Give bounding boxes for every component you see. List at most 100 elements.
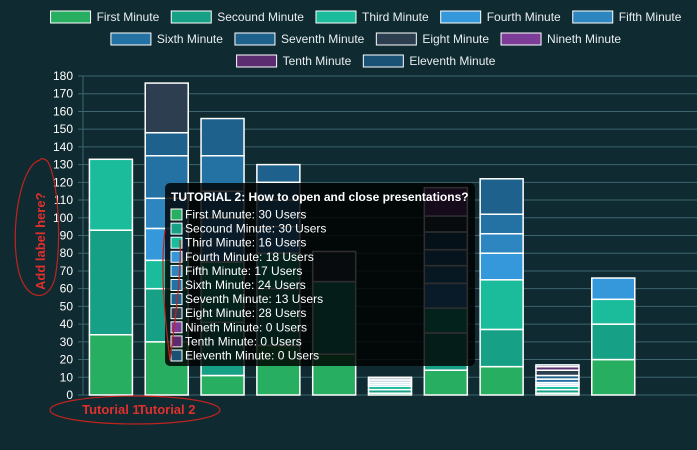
- y-axis-note: Add label here?: [33, 192, 48, 290]
- legend: First Minute Secound Minute Third Minute Fo…: [50, 10, 682, 68]
- legend-label: Secound Minute: [217, 10, 304, 24]
- tooltip-swatch: [170, 250, 183, 263]
- bar-segment[interactable]: [535, 364, 580, 368]
- legend-swatch: [440, 10, 482, 24]
- bar-segment[interactable]: [479, 279, 524, 331]
- legend-item[interactable]: Eleventh Minute: [362, 54, 496, 68]
- legend-swatch: [50, 10, 92, 24]
- tooltip-box: [165, 183, 475, 366]
- tooltip-swatch: [170, 208, 183, 221]
- tooltip-swatch: [170, 321, 183, 334]
- legend-item[interactable]: Fourth Minute: [440, 10, 561, 24]
- tooltip-swatch: [170, 279, 183, 291]
- y-tick-label: 140: [53, 140, 73, 154]
- tooltip-line: Tenth Minute: 0 Users: [185, 334, 302, 348]
- y-tick-label: 0: [66, 388, 73, 402]
- tooltip-swatch: [170, 349, 183, 362]
- y-tick-label: 80: [60, 246, 74, 260]
- y-tick-label: 70: [60, 264, 74, 278]
- y-tick-label: 30: [60, 335, 74, 349]
- bar-segment[interactable]: [479, 232, 524, 254]
- legend-label: Tenth Minute: [283, 54, 352, 68]
- tooltip-line: Eight Minute: 28 Users: [185, 306, 306, 320]
- legend-label: First Minute: [97, 10, 160, 24]
- y-tick-label: 130: [53, 158, 73, 172]
- legend-item[interactable]: Eight Minute: [375, 32, 489, 46]
- bar-segment[interactable]: [479, 213, 524, 235]
- y-tick-label: 170: [53, 87, 73, 101]
- y-tick-label: 60: [60, 282, 74, 296]
- y-tick-label: 90: [60, 229, 74, 243]
- legend-label: Fifth Minute: [619, 10, 682, 24]
- bar-segment[interactable]: [88, 158, 134, 231]
- tooltip-swatch: [170, 264, 183, 277]
- legend-swatch: [315, 10, 357, 24]
- bar-segment[interactable]: [479, 178, 524, 215]
- y-axis: 0 10 20 30 40 50 60 70 80 90 100 110 120 130 140 150 160…: [53, 69, 73, 402]
- legend-label: Fourth Minute: [487, 10, 561, 24]
- tooltip-line: Seventh Minute: 13 Users: [185, 292, 323, 306]
- x-tick-label: Tutorial 2: [138, 402, 196, 417]
- legend-label: Nineth Minute: [547, 32, 621, 46]
- bar-segment[interactable]: [591, 323, 636, 361]
- y-tick-label: 120: [53, 175, 73, 189]
- legend-item[interactable]: Secound Minute: [170, 10, 304, 24]
- label-scribble: [14, 158, 60, 296]
- legend-label: Eight Minute: [422, 32, 489, 46]
- bar-segment[interactable]: [88, 229, 134, 336]
- legend-item[interactable]: First Minute: [50, 10, 160, 24]
- tooltip-swatch: [170, 335, 183, 348]
- tooltip-line: Fourth Minute: 18 Users: [185, 250, 314, 264]
- legend-swatch: [375, 32, 417, 46]
- y-tick-label: 110: [54, 193, 73, 207]
- bar-segment[interactable]: [367, 376, 413, 380]
- bar-segment[interactable]: [591, 277, 636, 301]
- category-label-circle: [49, 395, 221, 425]
- legend-item[interactable]: Third Minute: [315, 10, 429, 24]
- bar-segment[interactable]: [144, 82, 189, 134]
- tooltip: TUTORIAL 2: How to open and close presen…: [165, 183, 475, 366]
- legend-label: Eleventh Minute: [409, 54, 495, 68]
- legend-swatch: [236, 54, 278, 68]
- bar-segment[interactable]: [200, 117, 245, 157]
- legend-item[interactable]: Seventh Minute: [234, 32, 365, 46]
- legend-swatch: [572, 10, 614, 24]
- tooltip-line: Fifth Minute: 17 Users: [185, 264, 302, 278]
- bar-segment[interactable]: [256, 163, 301, 184]
- bar-segment[interactable]: [88, 333, 134, 396]
- tooltip-line: Nineth Minute: 0 Users: [185, 320, 307, 334]
- bar-segment[interactable]: [423, 369, 469, 396]
- bar-segment[interactable]: [479, 365, 524, 396]
- tooltip-line: Third Minute: 16 Users: [185, 236, 306, 250]
- bar-segment[interactable]: [479, 252, 524, 281]
- legend-swatch: [500, 32, 542, 46]
- tooltip-line: First Munute: 30 Users: [185, 208, 306, 222]
- legend-item[interactable]: Tenth Minute: [236, 54, 352, 68]
- legend-swatch: [110, 32, 152, 46]
- x-tick-label: Tutorial 1: [82, 402, 140, 417]
- bar-segment[interactable]: [591, 358, 636, 396]
- legend-swatch: [234, 32, 276, 46]
- y-tick-label: 10: [60, 370, 74, 384]
- legend-item[interactable]: Fifth Minute: [572, 10, 682, 24]
- tooltip-swatch: [170, 222, 183, 235]
- legend-label: Third Minute: [362, 10, 429, 24]
- legend-swatch: [362, 54, 404, 68]
- legend-item[interactable]: Sixth Minute: [110, 32, 223, 46]
- tooltip-title: TUTORIAL 2: How to open and close presen…: [171, 190, 469, 204]
- legend-swatch: [170, 10, 212, 24]
- legend-item[interactable]: Nineth Minute: [500, 32, 621, 46]
- bar-segment[interactable]: [200, 374, 245, 396]
- bar-segment[interactable]: [591, 298, 636, 325]
- bar-segment[interactable]: [144, 131, 189, 157]
- hand-drawn-annotations: Add label here?: [14, 158, 221, 425]
- bar-segment[interactable]: [535, 369, 580, 377]
- y-tick-label: 150: [53, 122, 73, 136]
- legend-label: Seventh Minute: [281, 32, 365, 46]
- tooltip-swatch: [170, 236, 183, 249]
- y-tick-label: 100: [53, 211, 73, 225]
- bar-segment[interactable]: [479, 328, 524, 368]
